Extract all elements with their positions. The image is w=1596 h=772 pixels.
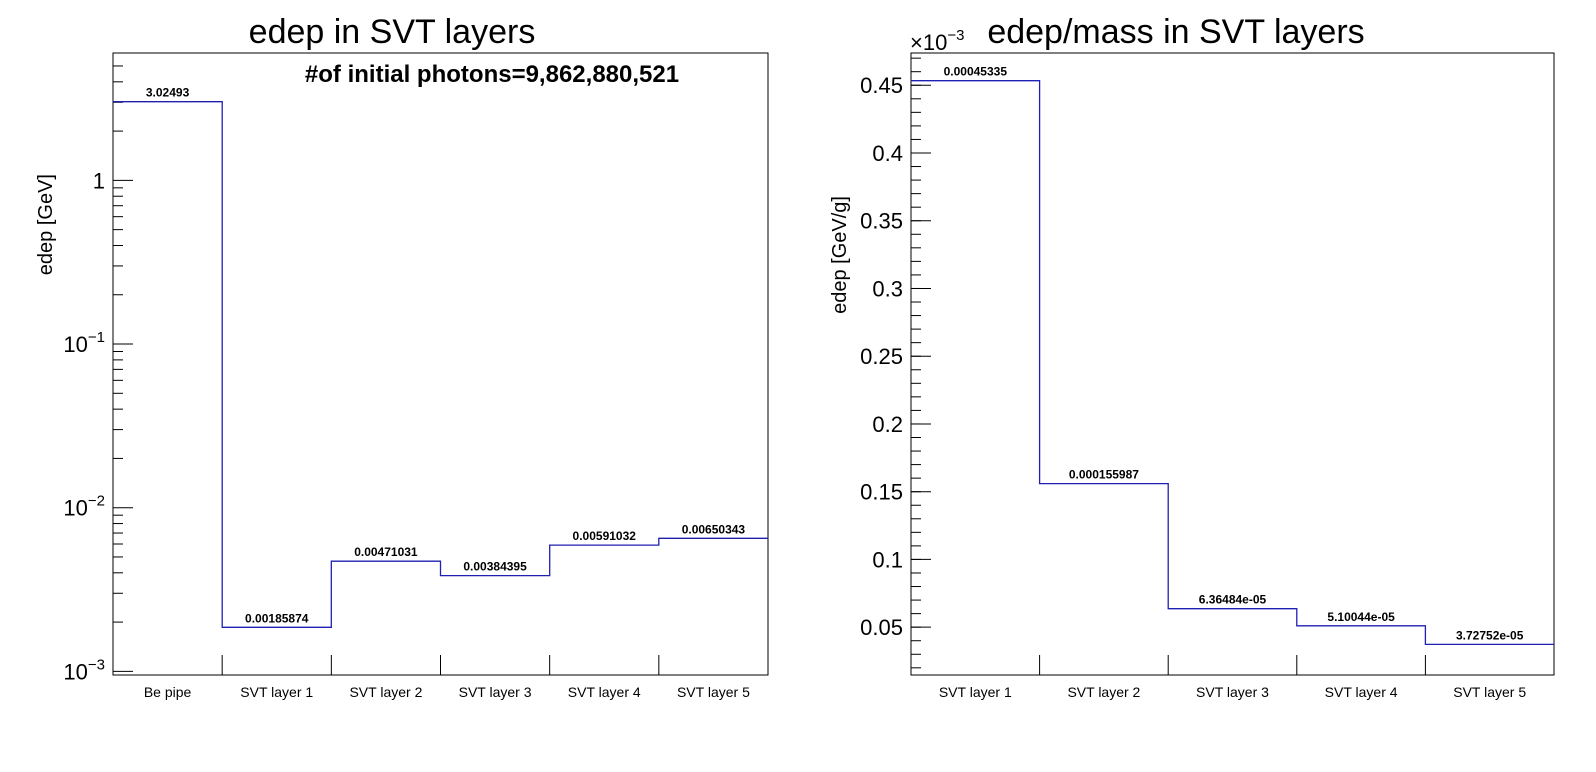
edep-y-tick-base: 10 bbox=[63, 496, 87, 521]
edep-mass-x-axis: SVT layer 1 SVT layer 2 SVT layer 3 SVT lay… bbox=[939, 655, 1526, 700]
edep-bin bbox=[659, 538, 768, 675]
edep-mass-chart-title: edep/mass in SVT layers bbox=[987, 13, 1364, 51]
edep-mass-bin bbox=[1168, 609, 1297, 675]
edep-mass-bin bbox=[911, 81, 1040, 675]
edep-mass-bin bbox=[1425, 644, 1554, 675]
edep-mass-bin bbox=[1297, 626, 1426, 675]
edep-mass-y-tick-text: 0.05 bbox=[860, 615, 903, 640]
edep-y-tick-base: 10 bbox=[63, 659, 87, 684]
edep-mass-y-tick-label: 0.3 bbox=[872, 276, 903, 301]
edep-y-tick-label: 10−3 bbox=[63, 656, 105, 684]
y-axis-multiplier-base: ×10 bbox=[910, 30, 947, 55]
edep-mass-y-tick-text: 0.3 bbox=[872, 276, 903, 301]
edep-mass-plot-frame bbox=[910, 52, 1555, 676]
edep-mass-y-tick-text: 0.2 bbox=[872, 412, 903, 437]
edep-mass-category-label: SVT layer 3 bbox=[1196, 684, 1269, 700]
edep-bin bbox=[550, 545, 659, 675]
edep-y-tick-label: 1 bbox=[93, 168, 105, 193]
edep-mass-y-tick-text: 0.1 bbox=[872, 547, 903, 572]
edep-chart: edep in SVT layers #of initial photons=9… bbox=[35, 13, 769, 700]
y-axis-multiplier: ×10−3 bbox=[910, 27, 964, 55]
edep-bin bbox=[441, 576, 550, 675]
edep-mass-y-tick-label: 0.1 bbox=[872, 547, 903, 572]
edep-mass-histogram: 0.00045335 0.000155987 6.36484e-05 5.10044e… bbox=[911, 65, 1554, 675]
edep-mass-bin-value-label: 0.00045335 bbox=[944, 65, 1008, 79]
edep-category-label: SVT layer 5 bbox=[677, 684, 750, 700]
edep-mass-y-tick-text: 0.35 bbox=[860, 209, 903, 234]
edep-category-label: SVT layer 1 bbox=[240, 684, 313, 700]
edep-mass-category-label: SVT layer 1 bbox=[939, 684, 1012, 700]
edep-category-label: SVT layer 2 bbox=[349, 684, 422, 700]
edep-mass-bin-value-label: 5.10044e-05 bbox=[1327, 610, 1395, 624]
edep-y-tick-label: 10−2 bbox=[63, 493, 105, 521]
edep-y-tick-exponent: −3 bbox=[88, 656, 105, 673]
edep-chart-title: edep in SVT layers bbox=[249, 13, 536, 51]
edep-y-axis-title: edep [GeV] bbox=[35, 174, 57, 275]
edep-mass-y-tick-label: 0.15 bbox=[860, 480, 903, 505]
edep-plot-frame bbox=[112, 52, 769, 676]
edep-mass-y-axis: 0.05 0.1 0.15 0.2 0.25 0.3 0.35 0.4 0.45 bbox=[860, 57, 931, 669]
edep-mass-step-line bbox=[911, 80, 1554, 646]
edep-mass-y-tick-label: 0.45 bbox=[860, 73, 903, 98]
edep-histogram: 3.02493 0.00185874 0.00471031 0.00384395 0.0… bbox=[113, 86, 768, 675]
edep-mass-y-tick-text: 0.45 bbox=[860, 73, 903, 98]
edep-mass-y-tick-label: 0.05 bbox=[860, 615, 903, 640]
edep-y-tick-label: 10−1 bbox=[63, 329, 105, 357]
edep-bin-value-label: 0.00591032 bbox=[573, 529, 637, 543]
edep-bin-value-label: 0.00185874 bbox=[245, 611, 309, 625]
edep-mass-y-tick-label: 0.35 bbox=[860, 209, 903, 234]
edep-mass-y-tick-label: 0.25 bbox=[860, 344, 903, 369]
edep-mass-bin bbox=[1040, 484, 1169, 675]
edep-mass-bin-value-label: 3.72752e-05 bbox=[1456, 628, 1524, 642]
edep-bin-value-label: 3.02493 bbox=[146, 86, 190, 100]
edep-mass-y-tick-text: 0.15 bbox=[860, 480, 903, 505]
y-axis-multiplier-exponent: −3 bbox=[947, 27, 964, 44]
edep-bin-value-label: 0.00650343 bbox=[682, 522, 746, 536]
edep-mass-bin-value-label: 0.000155987 bbox=[1069, 468, 1139, 482]
edep-category-label: SVT layer 4 bbox=[568, 684, 641, 700]
edep-mass-category-label: SVT layer 5 bbox=[1453, 684, 1526, 700]
initial-photons-annotation: #of initial photons=9,862,880,521 bbox=[305, 61, 679, 88]
edep-x-axis: Be pipe SVT layer 1 SVT layer 2 SVT layer 3… bbox=[144, 655, 750, 700]
edep-y-tick-exponent: −2 bbox=[88, 493, 105, 510]
edep-mass-y-axis-title: edep [GeV/g] bbox=[829, 196, 851, 314]
edep-bin bbox=[222, 627, 331, 675]
edep-mass-y-tick-text: 0.25 bbox=[860, 344, 903, 369]
edep-category-label: Be pipe bbox=[144, 684, 192, 700]
edep-y-tick-base: 10 bbox=[63, 332, 87, 357]
edep-bin bbox=[113, 102, 222, 675]
edep-bin-value-label: 0.00384395 bbox=[463, 560, 527, 574]
edep-y-tick-exponent: −1 bbox=[88, 329, 105, 346]
edep-bin bbox=[331, 561, 440, 675]
edep-mass-y-tick-text: 0.4 bbox=[872, 141, 903, 166]
edep-y-tick-base: 1 bbox=[93, 168, 105, 193]
edep-mass-category-label: SVT layer 4 bbox=[1325, 684, 1398, 700]
edep-mass-y-tick-label: 0.2 bbox=[872, 412, 903, 437]
edep-mass-chart: edep/mass in SVT layers edep [GeV/g] ×10… bbox=[829, 13, 1555, 700]
edep-mass-category-label: SVT layer 2 bbox=[1067, 684, 1140, 700]
edep-category-label: SVT layer 3 bbox=[459, 684, 532, 700]
edep-bin-value-label: 0.00471031 bbox=[354, 545, 418, 559]
edep-y-axis: 10−310−210−11 bbox=[63, 52, 133, 684]
edep-mass-bin-value-label: 6.36484e-05 bbox=[1199, 593, 1267, 607]
edep-mass-y-tick-label: 0.4 bbox=[872, 141, 903, 166]
edep-step-line bbox=[113, 101, 768, 628]
